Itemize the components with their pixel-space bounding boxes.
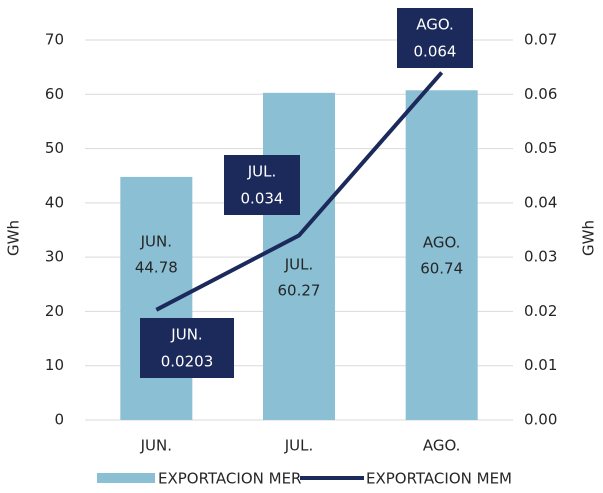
y2-tick-label: 0.02 bbox=[524, 302, 557, 320]
line-label-category: JUL. bbox=[247, 163, 277, 181]
bar-label-value: 44.78 bbox=[135, 259, 178, 277]
line-label-category: AGO. bbox=[416, 16, 454, 34]
bar bbox=[263, 92, 335, 420]
y-tick-label: 70 bbox=[45, 31, 64, 49]
line bbox=[155, 71, 444, 312]
legend-swatch bbox=[97, 473, 155, 483]
line-label-box bbox=[397, 8, 473, 68]
bar-label-value: 60.74 bbox=[420, 260, 463, 278]
bar-label-value: 60.27 bbox=[278, 282, 321, 300]
y2-tick-label: 0.01 bbox=[524, 356, 557, 374]
bar bbox=[405, 90, 478, 421]
y2-axis-title: GWh bbox=[580, 220, 598, 256]
line-label-value: 0.064 bbox=[414, 43, 457, 61]
x-tick-label: AGO. bbox=[423, 437, 461, 455]
line-label-box bbox=[140, 318, 234, 378]
legend-label: EXPORTACION MEM bbox=[366, 470, 512, 488]
x-tick-label: JUL. bbox=[284, 437, 314, 455]
y2-tick-label: 0.04 bbox=[524, 193, 557, 211]
y-tick-label: 50 bbox=[45, 139, 64, 157]
y-tick-label: 20 bbox=[45, 302, 64, 320]
legend-label: EXPORTACION MER bbox=[158, 470, 301, 488]
y-tick-label: 60 bbox=[45, 85, 64, 103]
line-label-value: 0.034 bbox=[241, 190, 284, 208]
y2-tick-label: 0.03 bbox=[524, 248, 557, 266]
y2-tick-label: 0.00 bbox=[524, 411, 557, 429]
line-label-category: JUN. bbox=[170, 326, 202, 344]
bar-label-category: AGO. bbox=[423, 234, 461, 252]
line-label-box bbox=[224, 155, 300, 215]
y-tick-label: 40 bbox=[45, 193, 64, 211]
y2-tick-label: 0.05 bbox=[524, 139, 557, 157]
y-tick-label: 0 bbox=[54, 411, 64, 429]
y-axis-title: GWh bbox=[5, 220, 23, 256]
y2-tick-label: 0.07 bbox=[524, 31, 557, 49]
y-tick-label: 10 bbox=[45, 356, 64, 374]
y2-tick-label: 0.06 bbox=[524, 85, 557, 103]
y-tick-label: 30 bbox=[45, 248, 64, 266]
line-label-value: 0.0203 bbox=[161, 353, 214, 371]
bar-label-category: JUL. bbox=[284, 256, 314, 274]
bar-label-category: JUN. bbox=[140, 233, 172, 251]
x-tick-label: JUN. bbox=[140, 437, 172, 455]
